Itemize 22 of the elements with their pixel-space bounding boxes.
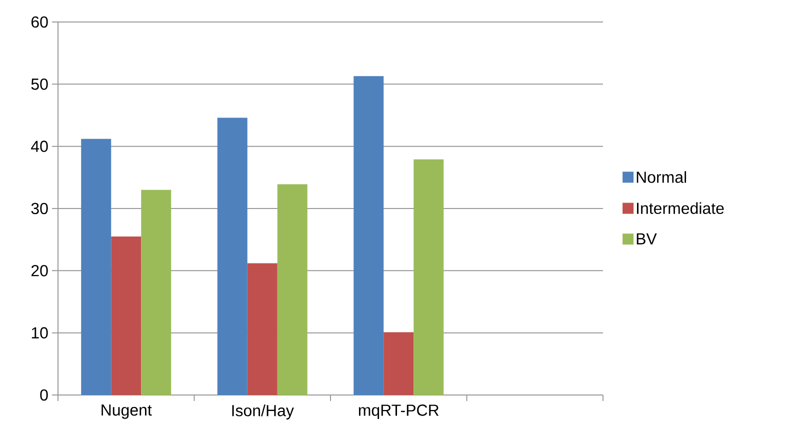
x-tick-label: Nugent [102,404,152,419]
bar [354,76,384,395]
y-tick-label: 60 [31,16,48,28]
y-tick-label: 50 [31,78,48,90]
y-tick-label: 30 [31,202,48,214]
legend-label: BV [636,233,657,244]
bar [81,138,112,395]
bar [414,159,444,395]
bar [247,263,278,395]
bar [111,236,142,395]
legend-label: Normal [636,171,686,183]
bar [141,190,172,395]
y-tick-label: 10 [32,327,48,338]
y-tick-label: 0 [40,389,48,401]
bar [384,332,414,395]
x-tick-label: Ison/Hay [232,404,294,420]
y-tick-label: 40 [31,140,48,152]
bar [217,118,248,395]
y-tick-label: 20 [31,265,48,276]
bar [277,184,308,395]
legend-label: Intermediate [637,202,724,214]
x-tick-label: mqRT-PCR [358,404,439,420]
